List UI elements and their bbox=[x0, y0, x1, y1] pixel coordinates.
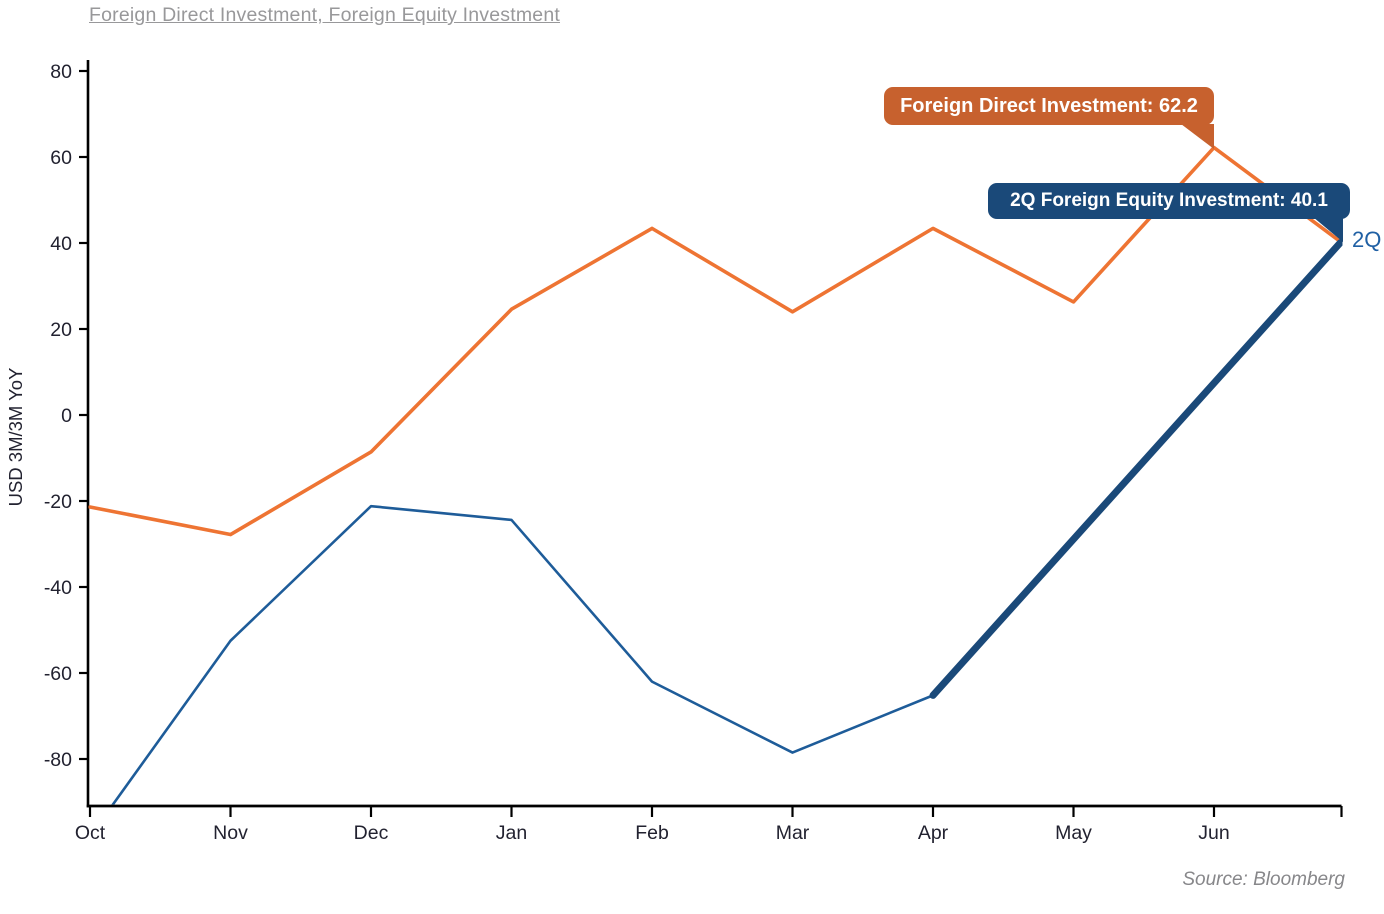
fei-tooltip-pointer bbox=[1313, 217, 1343, 242]
y-axis-tick-label: 60 bbox=[50, 147, 72, 169]
fdi-tooltip-text: Foreign Direct Investment: 62.2 bbox=[900, 95, 1198, 117]
axes: 80 60 40 20 0 -20 -40 -60 -80 Oct Nov Dec Jan Feb Mar A… bbox=[5, 60, 1343, 844]
x-axis-tick-label: Jan bbox=[496, 822, 527, 844]
series-end-label: 2Q bbox=[1352, 227, 1382, 252]
x-axis-tick-label: May bbox=[1055, 822, 1092, 844]
y-axis-tick-label: -60 bbox=[44, 663, 72, 685]
y-axis-tick-label: -20 bbox=[44, 491, 72, 513]
y-axis-tick-label: -40 bbox=[44, 577, 72, 599]
y-axis-tick-label: 0 bbox=[61, 405, 72, 427]
x-axis-tick-label: Dec bbox=[354, 822, 389, 844]
fei-2q-line[interactable] bbox=[929, 239, 1343, 699]
y-axis-tick-label: 80 bbox=[50, 61, 72, 83]
fei-line[interactable] bbox=[90, 504, 935, 836]
x-axis-tick-label: Nov bbox=[213, 822, 248, 844]
y-axis-label: USD 3M/3M YoY bbox=[5, 368, 26, 507]
fdi-line[interactable] bbox=[88, 145, 1343, 537]
x-axis-tick-label: Apr bbox=[918, 822, 949, 844]
fdi-tooltip: Foreign Direct Investment: 62.2 bbox=[884, 87, 1214, 149]
y-axis-tick-label: 40 bbox=[50, 233, 72, 255]
x-axis-tick-label: Feb bbox=[635, 822, 669, 844]
source-credit: Source: Bloomberg bbox=[1182, 869, 1345, 890]
chart-title-link[interactable]: Foreign Direct Investment, Foreign Equit… bbox=[89, 4, 561, 26]
fei-tooltip-text: 2Q Foreign Equity Investment: 40.1 bbox=[1010, 190, 1328, 211]
y-axis-tick-label: 20 bbox=[50, 319, 72, 341]
fdi-tooltip-pointer bbox=[1181, 124, 1214, 149]
x-axis-tick-label: Jun bbox=[1198, 822, 1229, 844]
x-axis-tick-label: Oct bbox=[75, 822, 106, 844]
x-axis-tick-label: Mar bbox=[776, 822, 810, 844]
fei-tooltip: 2Q Foreign Equity Investment: 40.1 bbox=[988, 183, 1350, 242]
y-axis-tick-label: -80 bbox=[44, 749, 72, 771]
